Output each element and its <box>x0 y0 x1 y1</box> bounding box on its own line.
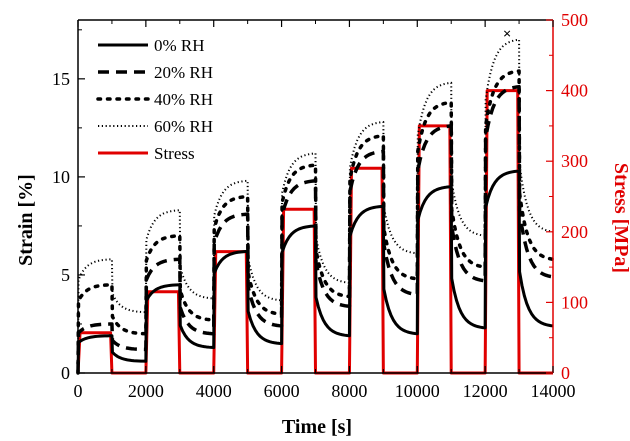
y-right-tick-label: 100 <box>561 292 588 312</box>
legend-label: 20% RH <box>154 63 213 82</box>
y-right-tick-label: 300 <box>561 151 588 171</box>
y-right-tick-label: 500 <box>561 10 588 30</box>
x-tick-label: 0 <box>74 381 83 401</box>
annotation-layer: × <box>503 27 512 43</box>
x-tick-label: 4000 <box>196 381 232 401</box>
x-tick-label: 6000 <box>264 381 300 401</box>
x-tick-label: 2000 <box>128 381 164 401</box>
y-left-tick-label: 10 <box>52 167 70 187</box>
legend-label: 40% RH <box>154 90 213 109</box>
legend-label: 60% RH <box>154 117 213 136</box>
x-tick-label: 14000 <box>531 381 576 401</box>
x-tick-label: 12000 <box>463 381 508 401</box>
strain-layer <box>76 38 555 375</box>
strain-series-20-rh <box>76 84 554 374</box>
y-left-tick-label: 5 <box>61 265 70 285</box>
legend: 0% RH 20% RH 40% RH 60% RH Stress <box>96 36 213 163</box>
y-left-tick-label: 0 <box>61 363 70 383</box>
x-tick-label: 10000 <box>395 381 440 401</box>
axes-layer: 0 2000 4000 6000 8000 10000 12000 1400005101501… <box>52 10 588 401</box>
failure-marker: × <box>503 27 512 43</box>
y-axis-left-title: Strain [%] <box>15 174 37 266</box>
y-right-tick-label: 0 <box>561 363 570 383</box>
y-left-tick-label: 15 <box>52 69 70 89</box>
strain-series-60-rh <box>77 38 554 374</box>
strain-series-40-rh <box>76 69 555 375</box>
x-tick-label: 8000 <box>331 381 367 401</box>
y-right-tick-label: 200 <box>561 222 588 242</box>
legend-label: Stress <box>154 144 195 163</box>
y-right-tick-label: 400 <box>561 81 588 101</box>
legend-label: 0% RH <box>154 36 205 55</box>
x-axis-title: Time [s] <box>282 416 352 438</box>
y-axis-right-title: Stress [MPa] <box>610 163 630 273</box>
